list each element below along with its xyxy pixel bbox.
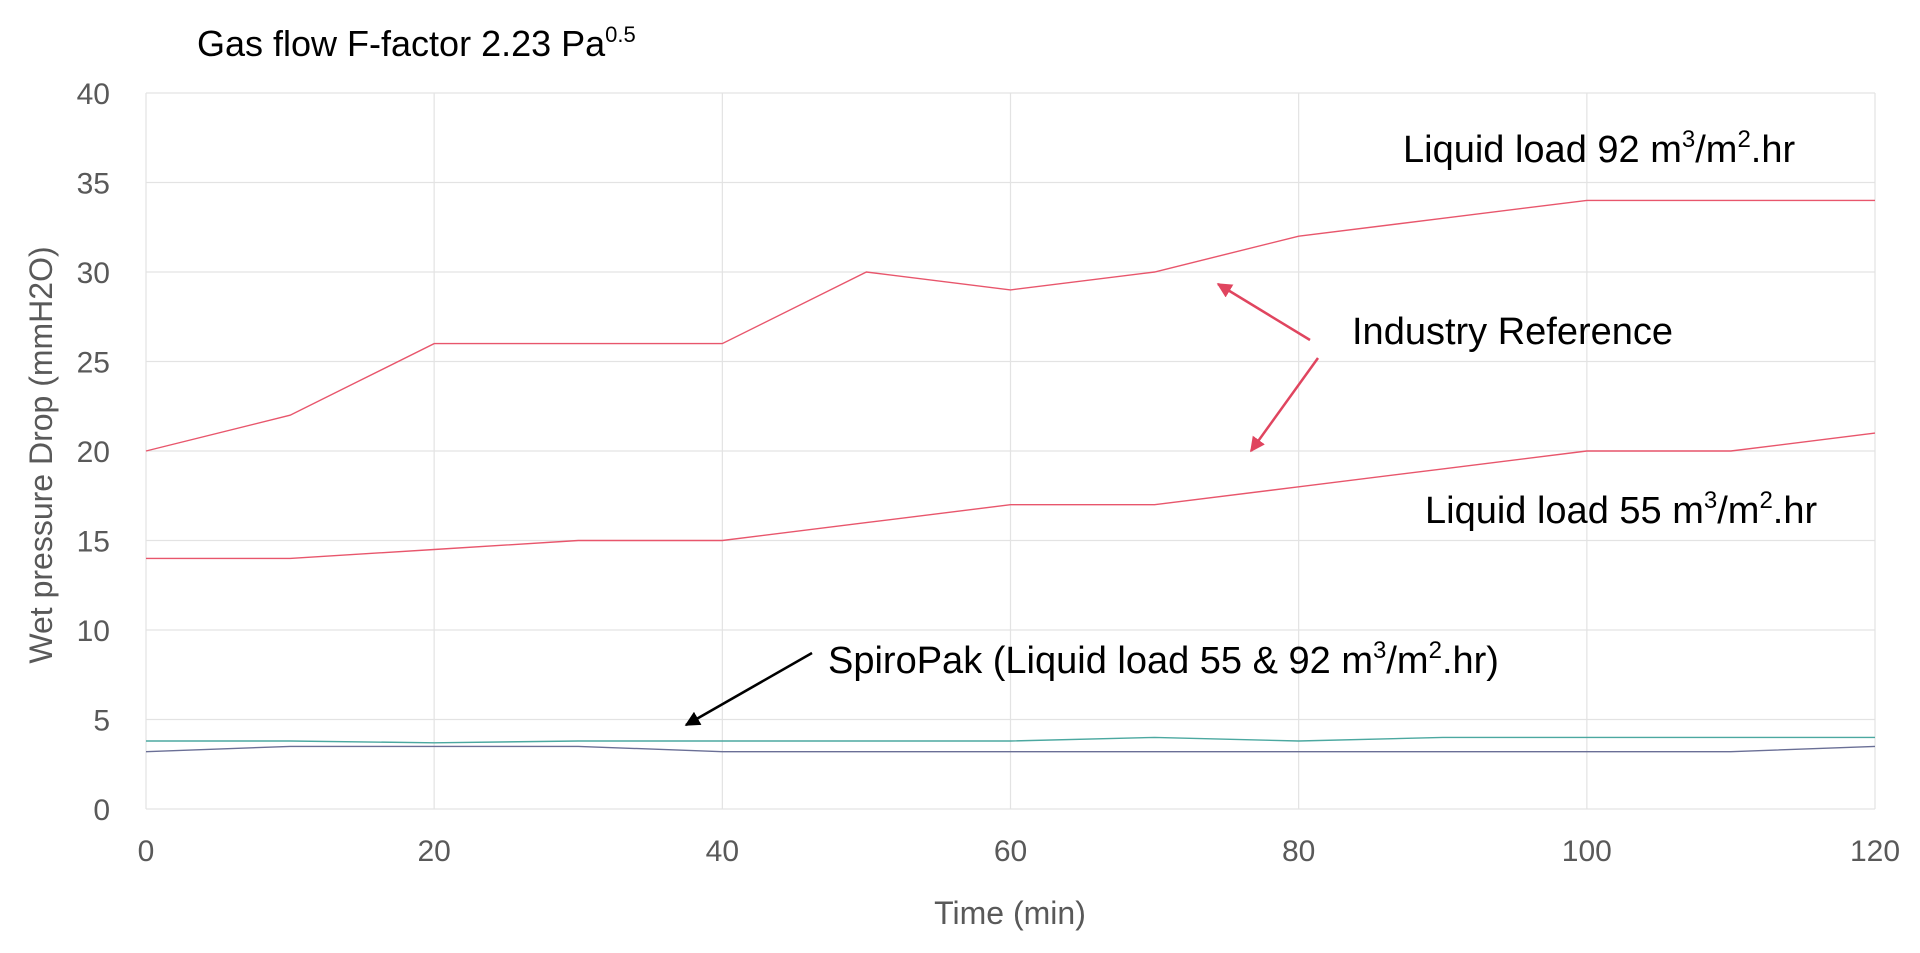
y-tick-label: 40 <box>77 78 110 111</box>
annotation-spiropak: SpiroPak (Liquid load 55 & 92 m3/m2.hr) <box>828 637 1499 682</box>
y-tick-label: 25 <box>77 347 110 380</box>
industry-arrow-upper <box>1216 282 1311 342</box>
y-tick-label: 15 <box>77 526 110 559</box>
series-lines <box>145 199 1876 753</box>
annotation-liquid-load-92: Liquid load 92 m3/m2.hr <box>1403 126 1795 171</box>
series-line-1 <box>145 199 1875 452</box>
gridlines <box>145 92 1876 810</box>
spiropak-arrow <box>684 651 813 727</box>
y-tick-label: 5 <box>93 705 110 738</box>
x-tick-labels: 0 20 40 60 80 100 120 <box>138 835 1900 868</box>
series-line-3 <box>146 736 1875 744</box>
x-tick-label: 0 <box>138 835 155 868</box>
x-axis-title: Time (min) <box>934 895 1086 931</box>
x-tick-label: 80 <box>1282 835 1315 868</box>
series-line-4 <box>145 745 1876 753</box>
y-tick-label: 35 <box>77 168 110 201</box>
y-tick-label: 10 <box>77 615 110 648</box>
y-tick-label: 30 <box>77 257 110 290</box>
x-tick-label: 100 <box>1562 835 1612 868</box>
x-tick-label: 40 <box>706 835 739 868</box>
industry-arrow-lower <box>1249 357 1320 453</box>
x-tick-label: 20 <box>417 835 450 868</box>
x-tick-label: 60 <box>994 835 1027 868</box>
x-tick-label: 120 <box>1850 835 1900 868</box>
annotation-liquid-load-55: Liquid load 55 m3/m2.hr <box>1425 487 1817 532</box>
chart-title-superscript: 0.5 <box>605 22 636 47</box>
chart-title: Gas flow F-factor 2.23 Pa0.5 <box>197 22 636 64</box>
annotation-industry-reference: Industry Reference <box>1352 311 1673 353</box>
y-axis-title: Wet pressure Drop (mmH2O) <box>23 246 59 663</box>
series-line-2 <box>146 432 1876 560</box>
y-tick-labels: 0 5 10 15 20 25 30 35 40 <box>77 78 110 827</box>
y-tick-label: 0 <box>93 794 110 827</box>
y-tick-label: 20 <box>77 436 110 469</box>
